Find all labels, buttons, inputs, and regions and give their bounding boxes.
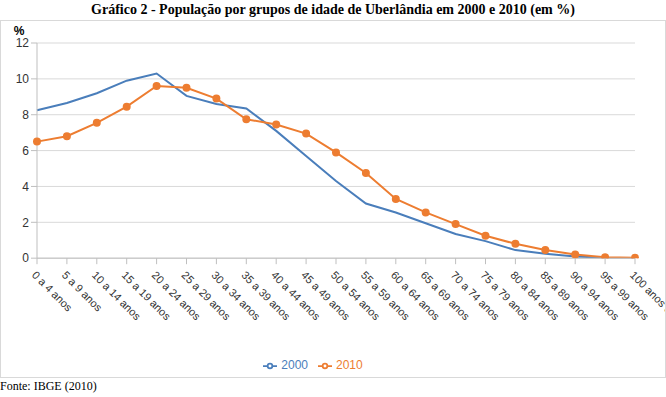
- svg-text:30 a 34 anos: 30 a 34 anos: [209, 268, 263, 323]
- svg-text:45 a 49 anos: 45 a 49 anos: [299, 268, 353, 323]
- svg-text:8: 8: [22, 108, 29, 122]
- svg-text:60 a 64 anos: 60 a 64 anos: [388, 268, 443, 323]
- html-text:2000: 2000: [281, 358, 308, 373]
- svg-text:15 a 19 anos: 15 a 19 anos: [119, 268, 174, 323]
- svg-text:85 a 89 anos: 85 a 89 anos: [538, 268, 592, 323]
- svg-text:6: 6: [22, 144, 29, 158]
- svg-text:55 a 59 anos: 55 a 59 anos: [358, 268, 413, 323]
- svg-text:50 a 54 anos: 50 a 54 anos: [328, 268, 383, 323]
- svg-text:35 a 39 anos: 35 a 39 anos: [239, 268, 293, 323]
- svg-text:90 a 94 anos: 90 a 94 anos: [568, 268, 622, 323]
- svg-text:20 a 24 anos: 20 a 24 anos: [149, 268, 203, 323]
- svg-text:4: 4: [22, 180, 29, 194]
- svg-text:10 a 14 anos: 10 a 14 anos: [89, 268, 144, 323]
- html-text:Fonte: IBGE (2010): Fonte: IBGE (2010): [0, 379, 97, 393]
- svg-text:10: 10: [16, 72, 30, 86]
- svg-text:0: 0: [22, 251, 29, 265]
- svg-text:40 a 44 anos: 40 a 44 anos: [269, 268, 323, 323]
- svg-text:5 a 9 anos: 5 a 9 anos: [59, 268, 105, 314]
- svg-text:70 a 74 anos: 70 a 74 anos: [448, 268, 502, 323]
- svg-text:%: %: [14, 24, 25, 38]
- svg-text:100 anos ou mais: 100 anos ou mais: [628, 269, 658, 339]
- svg-text:80 a 84 anos: 80 a 84 anos: [508, 268, 562, 323]
- svg-text:95 a 99 anos: 95 a 99 anos: [598, 268, 652, 323]
- html-text:Gráfico 2 - População por grup: Gráfico 2 - População por grupos de idad…: [91, 2, 575, 17]
- svg-text:2: 2: [22, 216, 29, 230]
- svg-text:0 a 4 anos: 0 a 4 anos: [29, 268, 75, 314]
- svg-text:12: 12: [16, 36, 30, 50]
- svg-text:75 a 79 anos: 75 a 79 anos: [478, 268, 532, 323]
- html-text:2010: 2010: [336, 358, 363, 373]
- svg-text:65 a 69 anos: 65 a 69 anos: [418, 268, 473, 323]
- svg-text:25 a 29 anos: 25 a 29 anos: [179, 268, 233, 323]
